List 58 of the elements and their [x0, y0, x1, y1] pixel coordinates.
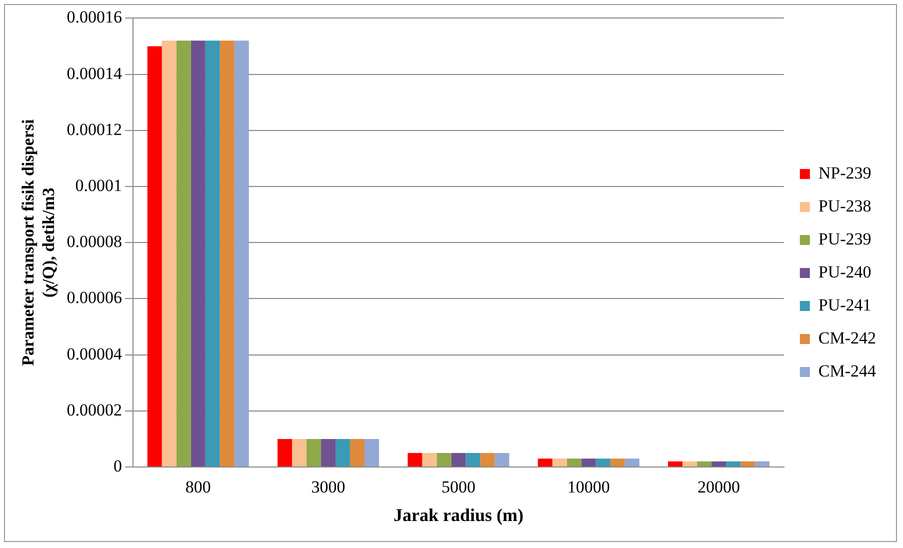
bar: [422, 452, 437, 466]
legend-label: PU-241: [818, 295, 872, 314]
y-tick-label: 0.00016: [66, 8, 122, 27]
legend-label: CM-244: [818, 361, 876, 380]
bar: [596, 458, 610, 466]
y-tick-label: 0: [114, 456, 122, 476]
x-tick-label: 5000: [441, 478, 476, 497]
bar: [350, 438, 365, 466]
x-tick-label: 10000: [567, 478, 610, 497]
bar: [321, 438, 336, 466]
y-axis-title: Parameter transport fisik dispersi (χ/Q), detik/m3: [18, 119, 58, 366]
bar: [697, 461, 712, 466]
legend-label: NP-239: [818, 163, 872, 182]
x-tick-label: 800: [185, 478, 211, 497]
y-tick-label: 0.0001: [75, 176, 122, 195]
y-tick-label: 0.00006: [66, 288, 122, 308]
bar: [566, 458, 582, 466]
bar: [176, 40, 191, 466]
legend-label: PU-240: [818, 262, 872, 282]
legend-label: PU-238: [818, 196, 872, 216]
x-axis-title: Jarak radius (m): [393, 504, 524, 525]
bar: [755, 461, 770, 466]
legend-label: CM-242: [818, 328, 876, 348]
bar: [726, 461, 741, 466]
legend-label: PU-239: [818, 229, 872, 248]
bar: [234, 40, 249, 466]
bar: [278, 438, 292, 466]
bar: [190, 40, 206, 466]
bar: [147, 46, 162, 466]
bar: [552, 458, 567, 466]
bar: [306, 438, 322, 466]
bar: [220, 40, 234, 466]
y-tick-label: 0.00004: [66, 344, 123, 364]
bar: [610, 458, 625, 466]
bar: [712, 461, 726, 466]
bar: [740, 461, 756, 466]
bar: [480, 452, 495, 466]
bar: [292, 438, 307, 466]
bar: [581, 458, 596, 466]
bar: [494, 452, 510, 466]
bar: [436, 452, 452, 466]
bar: [668, 461, 683, 466]
y-tick-label: 0.00008: [66, 232, 122, 252]
bar: [538, 458, 552, 466]
bar: [336, 438, 350, 466]
y-tick-label: 0.00002: [66, 400, 122, 420]
x-tick-label: 20000: [698, 478, 740, 497]
bar: [364, 438, 380, 466]
bar: [205, 40, 220, 466]
y-tick-label: 0.00014: [66, 64, 123, 83]
bar: [162, 40, 176, 466]
bar: [624, 458, 640, 466]
bar: [451, 452, 466, 466]
y-tick-label: 0.00012: [66, 120, 122, 139]
bar: [466, 452, 480, 466]
bar: [682, 461, 698, 466]
bar: [408, 452, 422, 466]
x-tick-label: 3000: [311, 478, 346, 497]
